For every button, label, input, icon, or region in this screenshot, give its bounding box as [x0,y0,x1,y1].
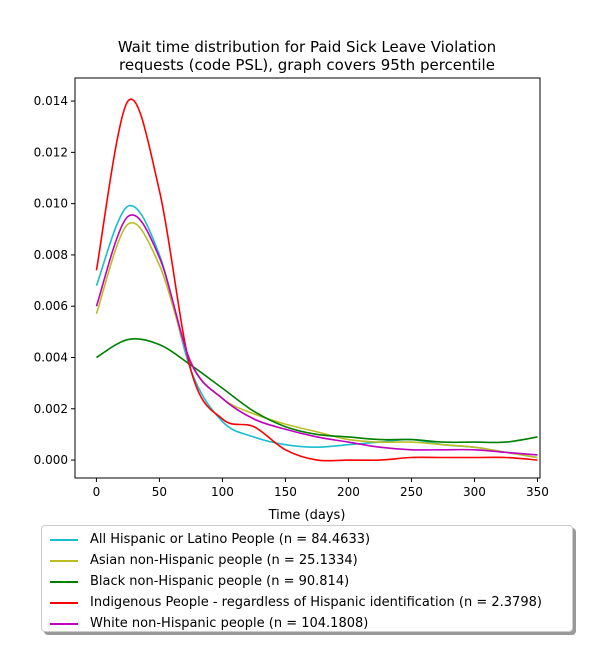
legend-item-4: Indigenous People - regardless of Hispan… [50,592,564,613]
legend-label: Asian non-Hispanic people (n = 25.1334) [90,553,358,568]
y-tick-label: 0.006 [34,299,68,313]
x-tick-label: 350 [526,485,549,499]
y-tick-label: 0.014 [34,94,68,108]
series-line-1 [95,204,538,459]
legend-swatch [50,622,78,625]
y-tick-label: 0.010 [34,197,68,211]
x-tick-label: 0 [93,485,101,499]
y-tick-label: 0.002 [34,402,68,416]
x-tick-label: 100 [211,485,234,499]
x-tick-label: 200 [337,485,360,499]
x-tick-label: 50 [152,485,167,499]
x-tick-label: 250 [400,485,423,499]
legend-label: Indigenous People - regardless of Hispan… [90,595,542,610]
legend-item-1: All Hispanic or Latino People (n = 84.46… [50,529,564,550]
series-line-2 [95,221,538,459]
series-layer [95,98,538,462]
legend-swatch [50,601,78,604]
legend-item-2: Asian non-Hispanic people (n = 25.1334) [50,550,564,571]
chart-title-line-2: requests (code PSL), graph covers 95th p… [119,56,495,74]
legend-label: All Hispanic or Latino People (n = 84.46… [90,532,371,547]
y-tick-label: 0.000 [34,453,68,467]
series-line-5 [95,214,538,456]
x-tick-label: 150 [274,485,297,499]
chart-title-line-1: Wait time distribution for Paid Sick Lea… [118,38,496,56]
y-tick-label: 0.012 [34,145,68,159]
legend-label: Black non-Hispanic people (n = 90.814) [90,574,350,589]
plot-area-frame [74,77,541,479]
x-tick-label: 300 [463,485,486,499]
legend-item-3: Black non-Hispanic people (n = 90.814) [50,571,564,592]
legend-swatch [50,538,78,541]
series-line-4 [95,98,538,462]
y-tick-label: 0.008 [34,248,68,262]
legend-label: White non-Hispanic people (n = 104.1808) [90,616,369,631]
y-tick-label: 0.004 [34,350,68,364]
x-axis-label: Time (days) [268,508,346,523]
x-axis: 0 50 100 150 200 250 300 350 [93,478,549,499]
legend: All Hispanic or Latino People (n = 84.46… [41,525,573,632]
series-line-3 [96,338,538,444]
legend-swatch [50,580,78,583]
legend-item-5: White non-Hispanic people (n = 104.1808) [50,613,564,634]
y-axis: 0.000 0.002 0.004 0.006 0.008 0.010 0.012 0.014 [34,94,75,467]
legend-swatch [50,559,78,562]
